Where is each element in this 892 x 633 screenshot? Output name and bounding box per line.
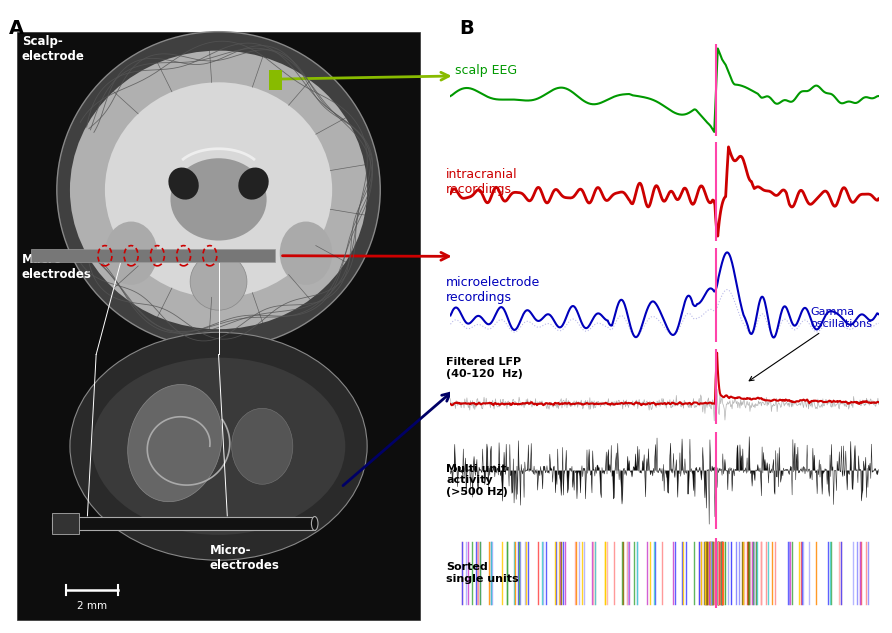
Ellipse shape xyxy=(170,158,267,241)
Bar xyxy=(30,249,276,262)
Text: B: B xyxy=(459,18,474,37)
Ellipse shape xyxy=(105,82,332,298)
Text: microelectrode
recordings: microelectrode recordings xyxy=(446,276,541,304)
Text: Filtered LFP
(40-120  Hz): Filtered LFP (40-120 Hz) xyxy=(446,357,523,379)
Ellipse shape xyxy=(280,222,332,285)
Ellipse shape xyxy=(57,32,380,348)
Text: Micro-
electrodes: Micro- electrodes xyxy=(210,544,280,572)
Ellipse shape xyxy=(190,253,247,310)
Ellipse shape xyxy=(70,332,368,560)
Ellipse shape xyxy=(311,517,318,530)
Text: Scalp-
electrode: Scalp- electrode xyxy=(21,35,85,63)
Text: A: A xyxy=(9,19,24,38)
Text: Multi unit
activity
(>500 Hz): Multi unit activity (>500 Hz) xyxy=(446,464,508,497)
Text: Sorted
single units: Sorted single units xyxy=(446,562,519,584)
Text: Gamma
oscillations: Gamma oscillations xyxy=(749,308,872,381)
Ellipse shape xyxy=(70,51,368,329)
Ellipse shape xyxy=(169,168,199,199)
Ellipse shape xyxy=(238,168,268,199)
Ellipse shape xyxy=(92,358,345,535)
Text: Macro-
electrodes: Macro- electrodes xyxy=(21,253,92,281)
Ellipse shape xyxy=(128,384,222,502)
Text: scalp EEG: scalp EEG xyxy=(455,63,516,77)
Ellipse shape xyxy=(232,408,293,484)
Bar xyxy=(53,517,315,530)
Bar xyxy=(53,513,78,534)
Text: intracranial
recordings: intracranial recordings xyxy=(446,168,517,196)
Text: 2 mm: 2 mm xyxy=(77,601,107,611)
Ellipse shape xyxy=(105,222,157,285)
